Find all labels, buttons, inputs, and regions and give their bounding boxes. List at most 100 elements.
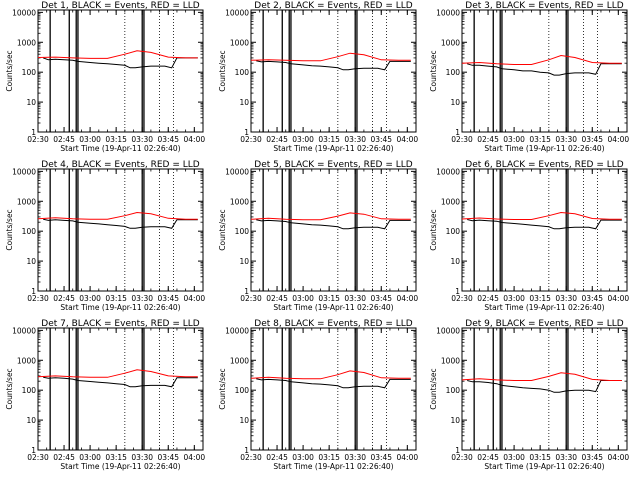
x-tick-label: 04:00: [397, 135, 419, 144]
x-tick-label: 03:00: [503, 294, 525, 303]
y-tick-label: 100: [22, 227, 37, 236]
panel-title: Det 4, BLACK = Events, RED = LLD: [41, 160, 200, 170]
lld-series-line: [250, 212, 411, 221]
plot-frame: [461, 168, 628, 292]
x-axis-label: Start Time (19-Apr-11 02:26:40): [60, 303, 180, 312]
x-tick-label: 03:15: [105, 453, 127, 462]
x-tick-label: 04:00: [397, 294, 419, 303]
events-series-line: [256, 60, 411, 71]
events-series-line: [43, 376, 198, 388]
plot-frame: [37, 327, 204, 451]
x-tick-label: 04:00: [608, 453, 630, 462]
x-tick-label: 03:30: [344, 453, 366, 462]
panel-det-7: Det 7, BLACK = Events, RED = LLD 1 10 100 10…: [5, 319, 205, 471]
y-tick-label: 1000: [17, 38, 36, 47]
x-tick-label: 02:45: [266, 453, 288, 462]
x-tick-label: 03:15: [529, 294, 551, 303]
y-axis-label: Counts/sec: [5, 209, 14, 250]
x-tick-label: 02:30: [27, 294, 49, 303]
panel-title: Det 3, BLACK = Events, RED = LLD: [465, 1, 624, 11]
x-tick-label: 02:30: [451, 294, 473, 303]
y-tick-label: 10000: [225, 326, 249, 335]
y-tick-label: 100: [235, 386, 250, 395]
lld-series-line: [37, 369, 198, 378]
panel-title: Det 2, BLACK = Events, RED = LLD: [254, 1, 413, 11]
y-tick-label: 10: [26, 416, 36, 425]
x-tick-label: 02:45: [53, 453, 75, 462]
events-series-line: [467, 380, 622, 393]
y-tick-label: 100: [22, 386, 37, 395]
y-tick-label: 10000: [225, 8, 249, 17]
x-axis-label: Start Time (19-Apr-11 02:26:40): [273, 462, 393, 471]
panel-title: Det 7, BLACK = Events, RED = LLD: [41, 319, 200, 329]
x-tick-label: 02:30: [451, 453, 473, 462]
x-tick-label: 04:00: [184, 294, 206, 303]
x-tick-label: 04:00: [608, 294, 630, 303]
y-axis-label: Counts/sec: [218, 368, 227, 409]
plot-frame: [37, 9, 204, 133]
events-series-line: [467, 219, 622, 230]
plot-frame: [461, 9, 628, 133]
plot-frame: [37, 168, 204, 292]
events-series-line: [43, 218, 198, 229]
y-tick-label: 10: [239, 416, 249, 425]
x-tick-label: 03:45: [370, 135, 392, 144]
x-axis-label: Start Time (19-Apr-11 02:26:40): [60, 144, 180, 153]
y-tick-label: 1000: [17, 356, 36, 365]
x-tick-label: 02:45: [477, 135, 499, 144]
y-tick-label: 1: [455, 446, 460, 455]
x-tick-label: 03:45: [370, 294, 392, 303]
events-series-line: [467, 63, 622, 76]
y-tick-label: 1: [31, 446, 36, 455]
x-tick-label: 03:30: [344, 135, 366, 144]
y-axis-label: Counts/sec: [5, 368, 14, 409]
x-tick-label: 04:00: [184, 135, 206, 144]
x-tick-label: 03:15: [318, 294, 340, 303]
x-tick-label: 03:00: [503, 135, 525, 144]
y-tick-label: 1: [455, 128, 460, 137]
x-tick-label: 03:00: [79, 135, 101, 144]
y-tick-label: 1000: [441, 38, 460, 47]
x-tick-label: 02:45: [477, 294, 499, 303]
y-tick-label: 10: [26, 257, 36, 266]
y-tick-label: 100: [22, 68, 37, 77]
panel-det-6: Det 6, BLACK = Events, RED = LLD 1 10 100 10…: [429, 160, 629, 312]
y-tick-label: 10000: [12, 167, 36, 176]
panel-det-5: Det 5, BLACK = Events, RED = LLD 1 10 100 10…: [218, 160, 418, 312]
y-tick-label: 10: [26, 98, 36, 107]
y-tick-label: 1000: [230, 38, 249, 47]
events-series-line: [256, 219, 411, 230]
y-tick-label: 100: [235, 68, 250, 77]
lld-series-line: [37, 50, 198, 59]
x-axis-label: Start Time (19-Apr-11 02:26:40): [484, 462, 604, 471]
x-tick-label: 02:30: [240, 453, 262, 462]
x-axis-label: Start Time (19-Apr-11 02:26:40): [273, 303, 393, 312]
y-tick-label: 10000: [12, 326, 36, 335]
y-axis-label: Counts/sec: [429, 209, 438, 250]
y-axis-label: Counts/sec: [218, 50, 227, 91]
x-axis-label: Start Time (19-Apr-11 02:26:40): [60, 462, 180, 471]
x-tick-label: 03:15: [318, 135, 340, 144]
x-tick-label: 02:45: [266, 294, 288, 303]
y-tick-label: 1000: [17, 197, 36, 206]
x-tick-label: 04:00: [397, 453, 419, 462]
x-tick-label: 02:30: [27, 453, 49, 462]
y-axis-label: Counts/sec: [429, 368, 438, 409]
y-tick-label: 10000: [12, 8, 36, 17]
y-tick-label: 10: [450, 98, 460, 107]
x-tick-label: 02:45: [266, 135, 288, 144]
x-tick-label: 03:00: [503, 453, 525, 462]
x-tick-label: 03:15: [105, 135, 127, 144]
lld-series-line: [250, 52, 411, 62]
x-tick-label: 02:30: [27, 135, 49, 144]
panel-title: Det 6, BLACK = Events, RED = LLD: [465, 160, 624, 170]
x-tick-label: 03:15: [105, 294, 127, 303]
panel-title: Det 9, BLACK = Events, RED = LLD: [465, 319, 624, 329]
y-tick-label: 10000: [436, 167, 460, 176]
panel-title: Det 5, BLACK = Events, RED = LLD: [254, 160, 413, 170]
lld-series-line: [461, 54, 622, 65]
lld-series-line: [461, 372, 622, 381]
y-tick-label: 1: [455, 287, 460, 296]
x-tick-label: 03:15: [529, 135, 551, 144]
